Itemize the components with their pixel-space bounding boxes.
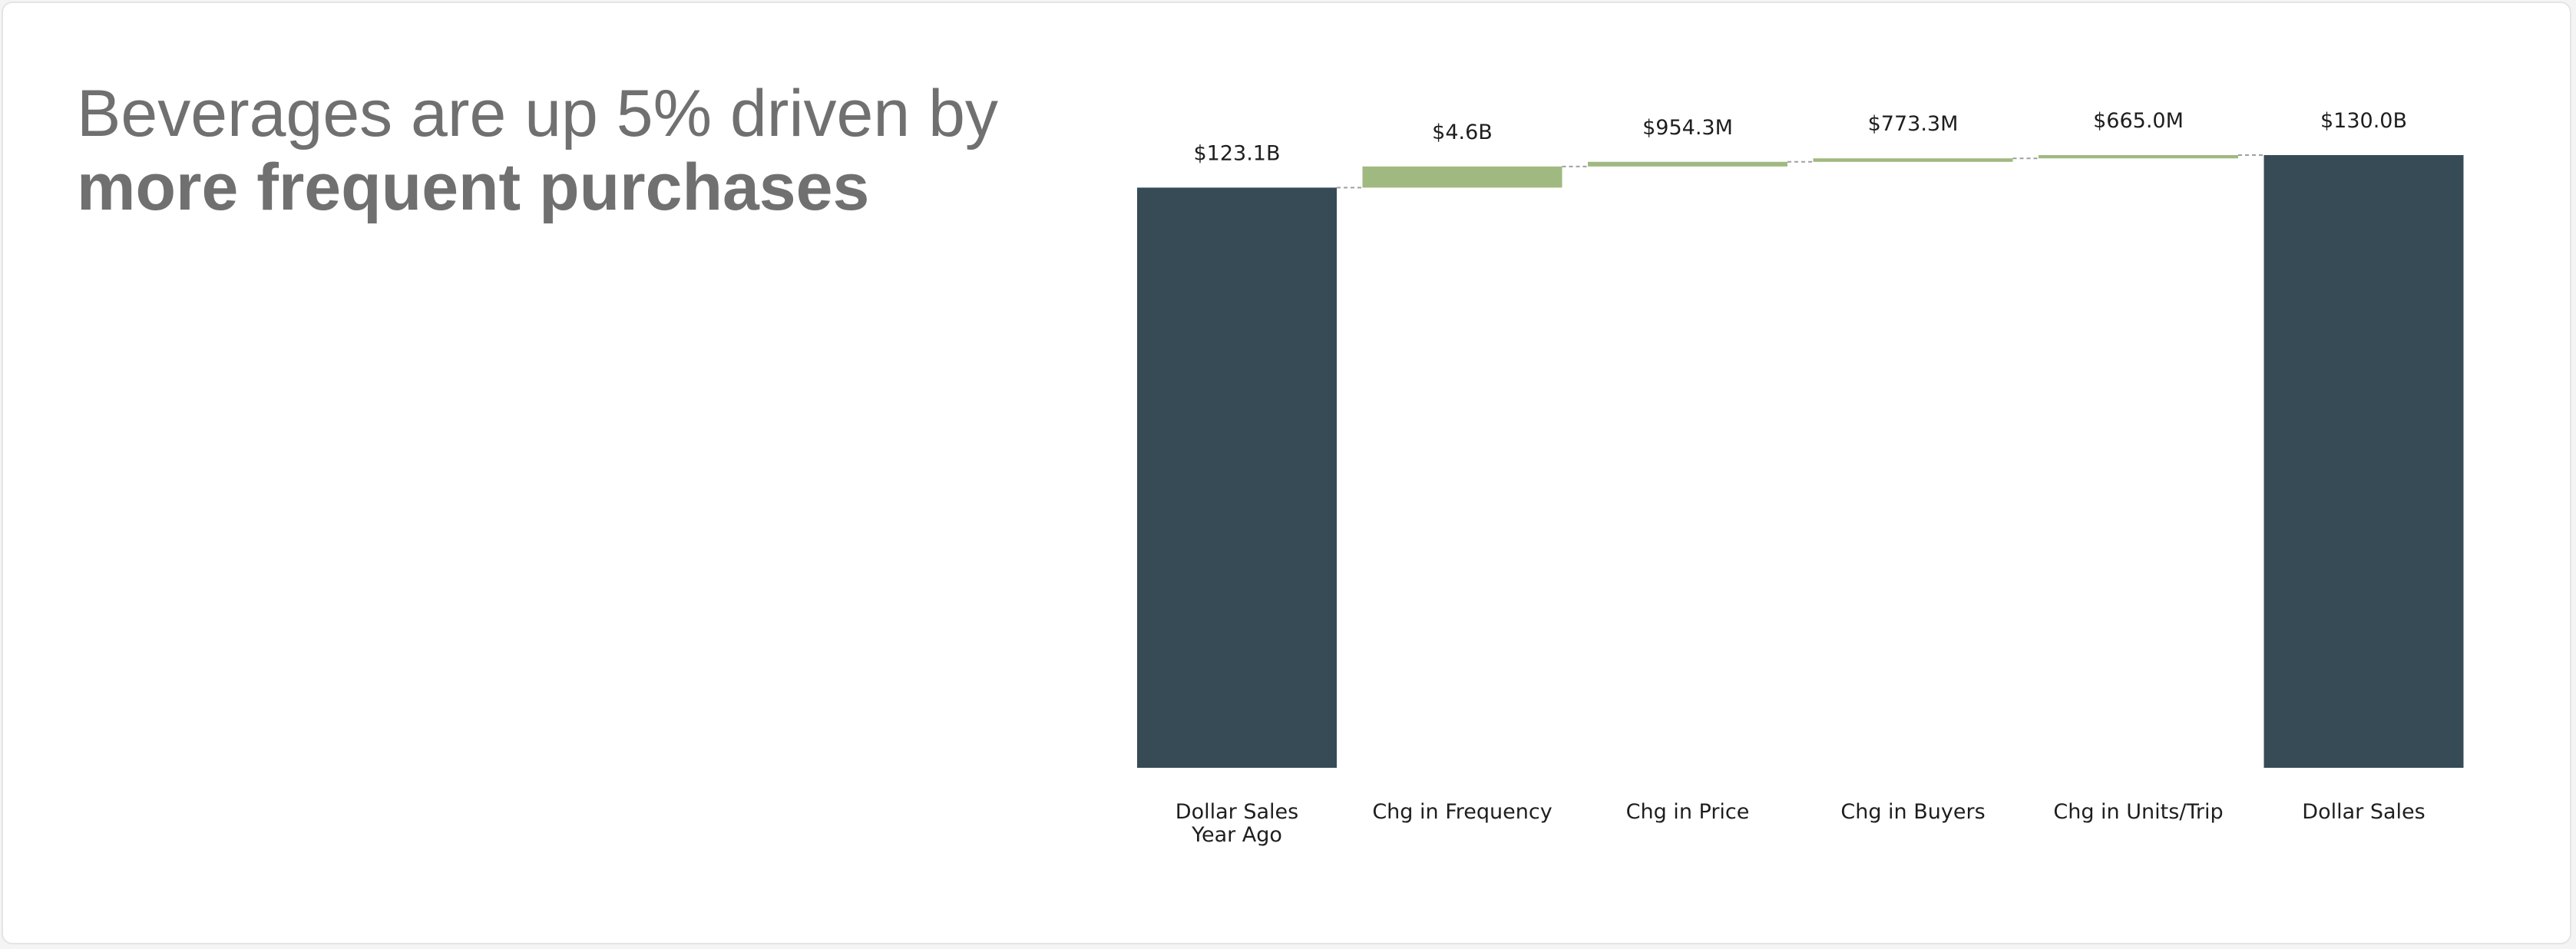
chart-headline: Beverages are up 5% driven by more frequ…: [77, 77, 998, 224]
category-label-2: Chg in Frequency: [1372, 800, 1552, 824]
connector-lines: [1337, 154, 2264, 189]
bar-1: [1137, 187, 1337, 769]
value-label-4: $773.3M: [1868, 112, 1959, 136]
category-label-4: Chg in Buyers: [1840, 800, 1985, 824]
value-label-3: $954.3M: [1642, 116, 1733, 140]
category-label-3: Chg in Price: [1626, 800, 1750, 824]
bar-5: [2039, 155, 2238, 159]
bars: [1137, 155, 2464, 769]
headline-line-1: Beverages are up 5% driven by: [77, 77, 998, 150]
bar-4: [1813, 158, 2013, 162]
value-label-1: $123.1B: [1194, 141, 1281, 165]
value-labels: $123.1B $4.6B $954.3M $773.3M $665.0M $130.0B: [1194, 109, 2408, 165]
value-label-6: $130.0B: [2320, 109, 2407, 133]
bar-3: [1588, 161, 1787, 167]
category-label-6: Dollar Sales: [2302, 800, 2425, 824]
category-label-5: Chg in Units/Trip: [2053, 800, 2223, 824]
value-label-2: $4.6B: [1432, 121, 1493, 144]
value-label-5: $665.0M: [2093, 109, 2184, 133]
headline-line-2: more frequent purchases: [77, 150, 870, 224]
category-label-1: Dollar Sales Year Ago: [1176, 800, 1298, 847]
category-labels: Dollar Sales Year Ago Chg in Frequency Chg …: [1176, 800, 2426, 847]
bar-2: [1362, 166, 1562, 188]
bar-6: [2264, 155, 2464, 768]
